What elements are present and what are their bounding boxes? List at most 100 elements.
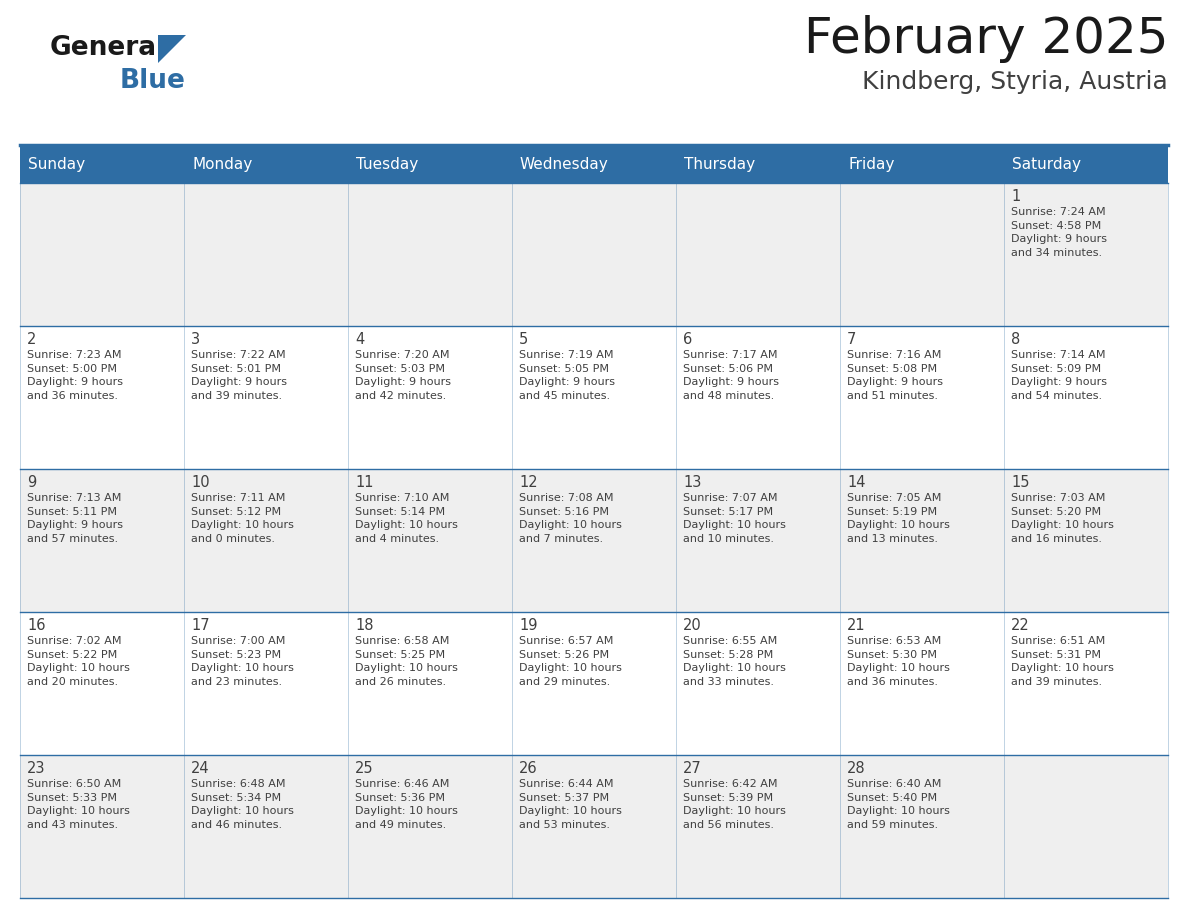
Text: Sunrise: 6:53 AM
Sunset: 5:30 PM
Daylight: 10 hours
and 36 minutes.: Sunrise: 6:53 AM Sunset: 5:30 PM Dayligh… — [847, 636, 950, 687]
Text: Sunrise: 7:05 AM
Sunset: 5:19 PM
Daylight: 10 hours
and 13 minutes.: Sunrise: 7:05 AM Sunset: 5:19 PM Dayligh… — [847, 493, 950, 543]
Bar — [676, 612, 840, 755]
Bar — [840, 326, 1004, 469]
Bar — [20, 145, 1168, 183]
Text: 25: 25 — [355, 761, 373, 776]
Text: 24: 24 — [191, 761, 209, 776]
Bar — [184, 469, 348, 612]
Bar — [1004, 469, 1168, 612]
Bar — [1004, 326, 1168, 469]
Text: 19: 19 — [519, 618, 537, 633]
Text: 5: 5 — [519, 332, 529, 347]
Bar — [1004, 183, 1168, 326]
Text: 21: 21 — [847, 618, 866, 633]
Text: Sunrise: 6:44 AM
Sunset: 5:37 PM
Daylight: 10 hours
and 53 minutes.: Sunrise: 6:44 AM Sunset: 5:37 PM Dayligh… — [519, 779, 621, 830]
Polygon shape — [158, 35, 187, 63]
Bar — [348, 755, 512, 898]
Text: Sunrise: 6:40 AM
Sunset: 5:40 PM
Daylight: 10 hours
and 59 minutes.: Sunrise: 6:40 AM Sunset: 5:40 PM Dayligh… — [847, 779, 950, 830]
Text: Sunrise: 7:16 AM
Sunset: 5:08 PM
Daylight: 9 hours
and 51 minutes.: Sunrise: 7:16 AM Sunset: 5:08 PM Dayligh… — [847, 350, 943, 401]
Text: Sunrise: 7:10 AM
Sunset: 5:14 PM
Daylight: 10 hours
and 4 minutes.: Sunrise: 7:10 AM Sunset: 5:14 PM Dayligh… — [355, 493, 457, 543]
Text: Saturday: Saturday — [1012, 156, 1081, 172]
Bar — [840, 755, 1004, 898]
Text: Kindberg, Styria, Austria: Kindberg, Styria, Austria — [862, 70, 1168, 94]
Bar — [676, 469, 840, 612]
Text: Sunrise: 7:23 AM
Sunset: 5:00 PM
Daylight: 9 hours
and 36 minutes.: Sunrise: 7:23 AM Sunset: 5:00 PM Dayligh… — [27, 350, 124, 401]
Text: Sunrise: 6:51 AM
Sunset: 5:31 PM
Daylight: 10 hours
and 39 minutes.: Sunrise: 6:51 AM Sunset: 5:31 PM Dayligh… — [1011, 636, 1114, 687]
Bar — [676, 183, 840, 326]
Bar — [184, 326, 348, 469]
Text: 15: 15 — [1011, 475, 1030, 490]
Text: 26: 26 — [519, 761, 538, 776]
Text: 4: 4 — [355, 332, 365, 347]
Bar — [20, 183, 184, 326]
Bar — [184, 755, 348, 898]
Text: Sunrise: 7:14 AM
Sunset: 5:09 PM
Daylight: 9 hours
and 54 minutes.: Sunrise: 7:14 AM Sunset: 5:09 PM Dayligh… — [1011, 350, 1107, 401]
Text: 22: 22 — [1011, 618, 1030, 633]
Text: Sunrise: 7:17 AM
Sunset: 5:06 PM
Daylight: 9 hours
and 48 minutes.: Sunrise: 7:17 AM Sunset: 5:06 PM Dayligh… — [683, 350, 779, 401]
Bar — [676, 326, 840, 469]
Text: 20: 20 — [683, 618, 702, 633]
Bar — [512, 612, 676, 755]
Bar — [1004, 612, 1168, 755]
Text: Sunrise: 6:48 AM
Sunset: 5:34 PM
Daylight: 10 hours
and 46 minutes.: Sunrise: 6:48 AM Sunset: 5:34 PM Dayligh… — [191, 779, 293, 830]
Text: Sunrise: 7:07 AM
Sunset: 5:17 PM
Daylight: 10 hours
and 10 minutes.: Sunrise: 7:07 AM Sunset: 5:17 PM Dayligh… — [683, 493, 786, 543]
Text: Friday: Friday — [848, 156, 895, 172]
Text: 1: 1 — [1011, 189, 1020, 204]
Text: 17: 17 — [191, 618, 209, 633]
Text: 2: 2 — [27, 332, 37, 347]
Text: 16: 16 — [27, 618, 45, 633]
Text: 18: 18 — [355, 618, 373, 633]
Text: Sunrise: 6:42 AM
Sunset: 5:39 PM
Daylight: 10 hours
and 56 minutes.: Sunrise: 6:42 AM Sunset: 5:39 PM Dayligh… — [683, 779, 786, 830]
Text: Sunrise: 7:19 AM
Sunset: 5:05 PM
Daylight: 9 hours
and 45 minutes.: Sunrise: 7:19 AM Sunset: 5:05 PM Dayligh… — [519, 350, 615, 401]
Text: 28: 28 — [847, 761, 866, 776]
Bar — [840, 469, 1004, 612]
Bar — [512, 469, 676, 612]
Bar — [184, 183, 348, 326]
Text: 7: 7 — [847, 332, 857, 347]
Text: Thursday: Thursday — [684, 156, 756, 172]
Bar — [512, 183, 676, 326]
Text: 23: 23 — [27, 761, 45, 776]
Text: Sunrise: 7:24 AM
Sunset: 4:58 PM
Daylight: 9 hours
and 34 minutes.: Sunrise: 7:24 AM Sunset: 4:58 PM Dayligh… — [1011, 207, 1107, 258]
Bar — [20, 755, 184, 898]
Bar — [20, 612, 184, 755]
Text: Sunrise: 7:11 AM
Sunset: 5:12 PM
Daylight: 10 hours
and 0 minutes.: Sunrise: 7:11 AM Sunset: 5:12 PM Dayligh… — [191, 493, 293, 543]
Bar — [348, 326, 512, 469]
Text: Sunrise: 7:08 AM
Sunset: 5:16 PM
Daylight: 10 hours
and 7 minutes.: Sunrise: 7:08 AM Sunset: 5:16 PM Dayligh… — [519, 493, 621, 543]
Text: 10: 10 — [191, 475, 209, 490]
Text: 13: 13 — [683, 475, 701, 490]
Text: Sunrise: 7:02 AM
Sunset: 5:22 PM
Daylight: 10 hours
and 20 minutes.: Sunrise: 7:02 AM Sunset: 5:22 PM Dayligh… — [27, 636, 129, 687]
Text: Sunrise: 7:03 AM
Sunset: 5:20 PM
Daylight: 10 hours
and 16 minutes.: Sunrise: 7:03 AM Sunset: 5:20 PM Dayligh… — [1011, 493, 1114, 543]
Text: Sunrise: 6:55 AM
Sunset: 5:28 PM
Daylight: 10 hours
and 33 minutes.: Sunrise: 6:55 AM Sunset: 5:28 PM Dayligh… — [683, 636, 786, 687]
Text: General: General — [50, 35, 166, 61]
Text: Monday: Monday — [192, 156, 252, 172]
Text: Sunrise: 6:58 AM
Sunset: 5:25 PM
Daylight: 10 hours
and 26 minutes.: Sunrise: 6:58 AM Sunset: 5:25 PM Dayligh… — [355, 636, 457, 687]
Bar — [840, 612, 1004, 755]
Bar — [676, 755, 840, 898]
Text: Sunrise: 7:20 AM
Sunset: 5:03 PM
Daylight: 9 hours
and 42 minutes.: Sunrise: 7:20 AM Sunset: 5:03 PM Dayligh… — [355, 350, 451, 401]
Bar — [512, 326, 676, 469]
Bar — [840, 183, 1004, 326]
Text: Sunrise: 7:00 AM
Sunset: 5:23 PM
Daylight: 10 hours
and 23 minutes.: Sunrise: 7:00 AM Sunset: 5:23 PM Dayligh… — [191, 636, 293, 687]
Text: Sunrise: 6:50 AM
Sunset: 5:33 PM
Daylight: 10 hours
and 43 minutes.: Sunrise: 6:50 AM Sunset: 5:33 PM Dayligh… — [27, 779, 129, 830]
Bar — [348, 612, 512, 755]
Text: Blue: Blue — [120, 68, 185, 94]
Text: Sunday: Sunday — [29, 156, 86, 172]
Text: Sunrise: 6:46 AM
Sunset: 5:36 PM
Daylight: 10 hours
and 49 minutes.: Sunrise: 6:46 AM Sunset: 5:36 PM Dayligh… — [355, 779, 457, 830]
Bar — [20, 469, 184, 612]
Text: 27: 27 — [683, 761, 702, 776]
Text: 3: 3 — [191, 332, 200, 347]
Bar — [512, 755, 676, 898]
Text: 9: 9 — [27, 475, 37, 490]
Text: 8: 8 — [1011, 332, 1020, 347]
Text: 12: 12 — [519, 475, 538, 490]
Text: 14: 14 — [847, 475, 866, 490]
Text: Tuesday: Tuesday — [356, 156, 418, 172]
Text: Sunrise: 7:13 AM
Sunset: 5:11 PM
Daylight: 9 hours
and 57 minutes.: Sunrise: 7:13 AM Sunset: 5:11 PM Dayligh… — [27, 493, 124, 543]
Bar — [184, 612, 348, 755]
Text: February 2025: February 2025 — [803, 15, 1168, 63]
Text: 11: 11 — [355, 475, 373, 490]
Text: Wednesday: Wednesday — [520, 156, 608, 172]
Bar — [1004, 755, 1168, 898]
Bar — [348, 469, 512, 612]
Text: Sunrise: 7:22 AM
Sunset: 5:01 PM
Daylight: 9 hours
and 39 minutes.: Sunrise: 7:22 AM Sunset: 5:01 PM Dayligh… — [191, 350, 287, 401]
